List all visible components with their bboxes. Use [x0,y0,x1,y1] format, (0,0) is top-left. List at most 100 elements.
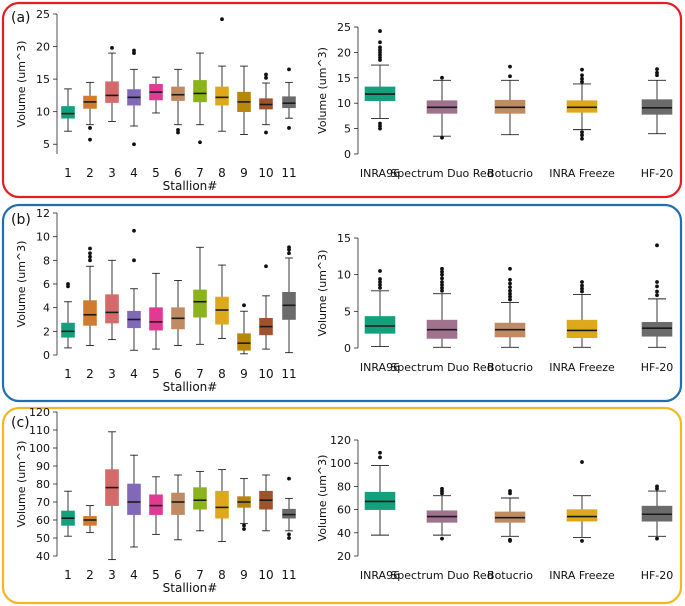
outlier-point [655,284,659,289]
y-tick-label: 6 [43,278,50,291]
outlier-point [508,281,512,286]
x-tick-label: HF-20 [641,569,674,582]
box-botucrio: Botucrio [487,266,533,374]
outlier-point [176,128,180,132]
box-5: 5 [149,476,163,582]
box-iqr [193,80,207,103]
y-tick-label: 100 [330,457,351,470]
box-9: 9 [237,303,251,381]
y-tick-label: 10 [36,231,50,244]
outlier-point [580,130,584,135]
x-tick-label: 10 [258,568,273,582]
outlier-point [440,285,444,290]
outlier-point [132,228,136,233]
outlier-point [440,266,444,271]
y-tick-label: 8 [43,254,50,267]
box-iqr [105,81,119,103]
x-tick-label: 5 [152,568,160,582]
outlier-point [580,539,584,543]
outlier-point [655,70,659,75]
outlier-point [508,285,512,290]
outlier-point [655,280,659,284]
y-axis-label: Volume (um^3) [15,41,28,128]
x-tick-label: 2 [86,568,94,582]
box-inra-freeze: INRA Freeze [549,460,615,582]
outlier-point [655,243,659,248]
x-tick-label: INRA96 [360,167,400,180]
y-tick-label: 15 [36,73,50,86]
stallion-boxplot: 40 50 60 70 80 90 100 110 120 Volume (um^3) 1 2 3 4 5 6… [15,406,297,595]
outlier-point [440,75,444,80]
box-spectrum-duo-red: Spectrum Duo Red [390,75,494,180]
box-spectrum-duo-red: Spectrum Duo Red [390,486,494,582]
outlier-point [378,283,382,287]
outlier-point [287,251,291,256]
x-axis-label: Stallion# [163,380,218,394]
outlier-point [287,126,291,130]
outlier-point [198,140,202,145]
y-tick-label: 12 [36,207,50,220]
outlier-point [440,272,444,277]
outlier-point [88,251,92,256]
outlier-point [580,280,584,284]
outlier-point [378,285,382,290]
x-tick-label: Spectrum Duo Red [390,167,493,180]
outlier-point [508,277,512,282]
outlier-point [287,245,291,250]
outlier-point [176,130,180,135]
box-5: 5 [149,272,163,381]
outlier-point [88,126,92,130]
x-tick-label: HF-20 [641,167,674,180]
box-9: 9 [237,478,251,582]
outlier-point [440,269,444,274]
x-tick-label: Botucrio [487,167,533,180]
box-1: 1 [61,490,75,582]
x-tick-label: 9 [240,568,248,582]
box-1: 1 [61,88,75,180]
panel-label: (c) [11,415,30,431]
y-tick-label: 5 [43,138,50,151]
box-4: 4 [127,228,141,381]
y-tick-label: 0 [344,342,351,355]
box-hf-20: HF-20 [641,67,674,180]
box-5: 5 [149,76,163,180]
outlier-point [440,283,444,287]
outlier-point [580,79,584,84]
y-tick-label: 70 [36,496,50,509]
box-inra-freeze: INRA Freeze [549,280,615,374]
box-7: 7 [193,246,207,381]
box-iqr [282,508,296,519]
y-tick-label: 60 [36,514,50,527]
x-axis-label: Stallion# [163,581,218,595]
outlier-point [508,288,512,293]
y-tick-label: 120 [29,406,50,419]
x-axis-label: Stallion# [163,179,218,193]
x-tick-label: 1 [64,568,72,582]
box-iqr [237,333,251,351]
x-tick-label: INRA Freeze [549,167,615,180]
panel-border [1,406,683,605]
outlier-point [88,246,92,251]
y-tick-label: 40 [36,550,50,563]
box-iqr [61,322,75,338]
box-2: 2 [83,81,97,180]
outlier-point [110,45,114,50]
x-tick-label: 5 [152,367,160,381]
y-axis-label: Volume (um^3) [15,241,28,328]
outlier-point [440,288,444,293]
outlier-point [508,266,512,271]
x-tick-label: 8 [218,568,226,582]
outlier-point [88,258,92,263]
box-hf-20: HF-20 [641,484,674,582]
y-tick-label: 50 [36,532,50,545]
panel-border [1,1,683,199]
outlier-point [287,67,291,72]
box-iqr [61,106,75,119]
outlier-point [264,130,268,135]
outlier-point [580,286,584,291]
box-inra96: INRA96 [360,29,400,180]
box-botucrio: Botucrio [487,489,533,582]
outlier-point [88,254,92,259]
